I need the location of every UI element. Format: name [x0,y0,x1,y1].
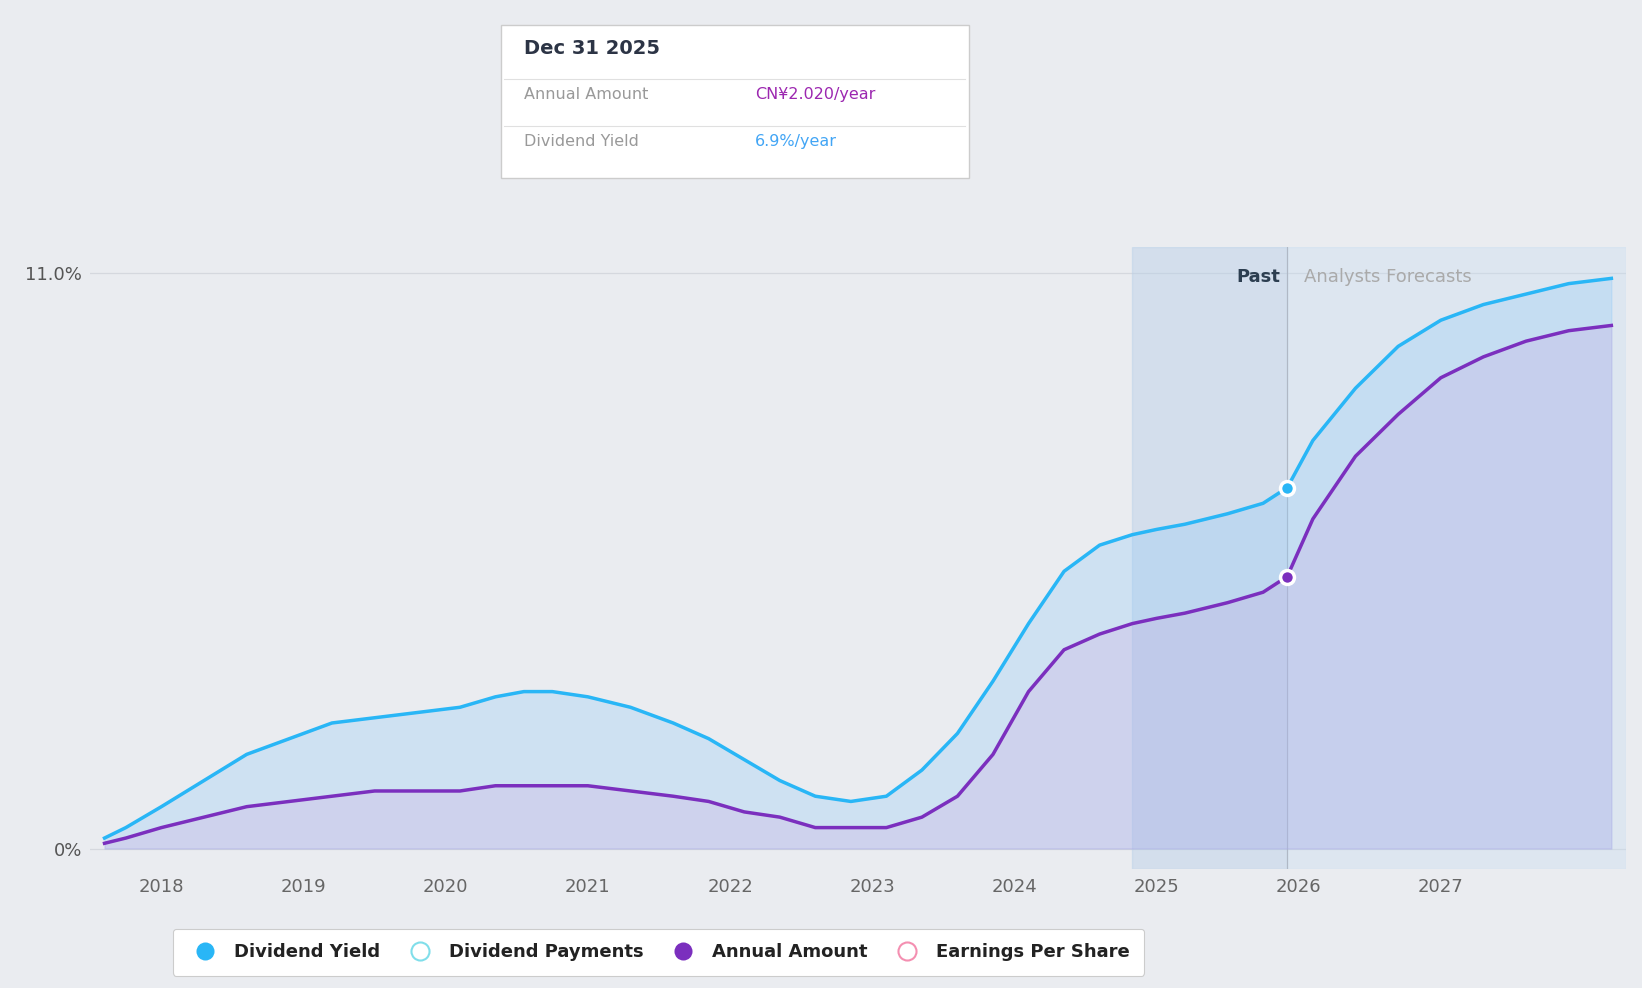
Legend: Dividend Yield, Dividend Payments, Annual Amount, Earnings Per Share: Dividend Yield, Dividend Payments, Annua… [172,929,1144,975]
Text: Dec 31 2025: Dec 31 2025 [524,39,660,57]
Text: Dividend Yield: Dividend Yield [524,134,639,149]
Text: 6.9%/year: 6.9%/year [755,134,837,149]
Text: Analysts Forecasts: Analysts Forecasts [1304,268,1473,287]
Text: CN¥2.020/year: CN¥2.020/year [755,87,875,102]
Bar [1287,247,1626,869]
Text: Annual Amount: Annual Amount [524,87,649,102]
Bar [1133,247,1287,869]
Text: Past: Past [1236,268,1281,287]
